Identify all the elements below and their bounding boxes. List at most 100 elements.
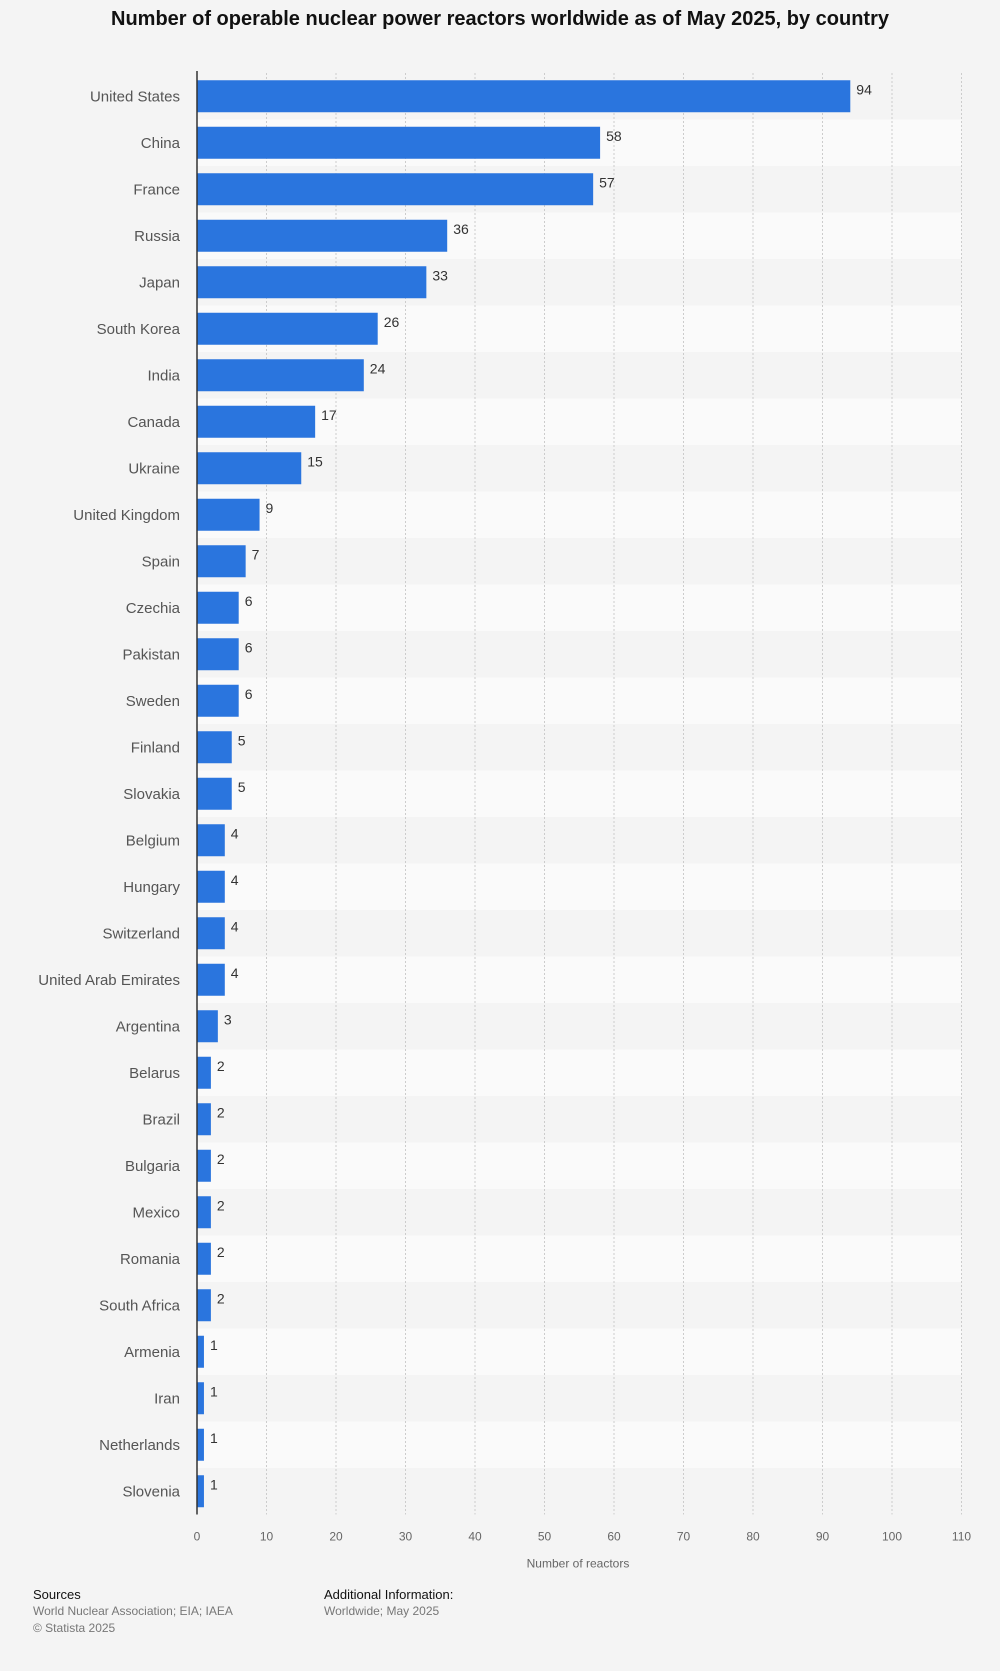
row-stripe — [197, 1142, 962, 1189]
value-label: 9 — [266, 500, 274, 516]
bar — [197, 1056, 211, 1089]
value-label: 1 — [210, 1337, 218, 1353]
row-stripe — [197, 1235, 962, 1282]
category-label: Netherlands — [99, 1437, 180, 1454]
value-label: 1 — [210, 1383, 218, 1399]
row-stripe — [197, 1189, 962, 1236]
row-stripe — [197, 631, 962, 678]
value-label: 6 — [245, 639, 253, 655]
x-tick-label: 0 — [194, 1530, 201, 1544]
value-label: 33 — [432, 267, 448, 283]
row-stripe — [197, 1096, 962, 1143]
value-label: 26 — [384, 314, 400, 330]
value-label: 5 — [238, 779, 246, 795]
row-stripe — [197, 910, 962, 957]
bar — [197, 219, 448, 252]
value-label: 6 — [245, 593, 253, 609]
row-stripe — [197, 1375, 962, 1422]
row-stripe — [197, 1421, 962, 1468]
row-stripe — [197, 1049, 962, 1096]
row-stripe — [197, 538, 962, 585]
bar — [197, 591, 239, 624]
value-label: 3 — [224, 1011, 232, 1027]
row-stripe — [197, 677, 962, 724]
value-label: 4 — [231, 965, 239, 981]
row-stripe — [197, 398, 962, 445]
bar — [197, 359, 364, 392]
category-label: Russia — [134, 228, 181, 245]
category-label: Ukraine — [128, 460, 180, 477]
category-label: Czechia — [126, 600, 181, 617]
x-tick-label: 20 — [329, 1530, 343, 1544]
sources-heading: Sources — [33, 1587, 81, 1602]
category-label: Belarus — [129, 1065, 180, 1082]
row-stripe — [197, 1468, 962, 1515]
value-label: 2 — [217, 1244, 225, 1260]
bar — [197, 824, 225, 857]
bars — [197, 80, 851, 1508]
chart-title: Number of operable nuclear power reactor… — [111, 8, 889, 30]
category-label: Bulgaria — [125, 1158, 181, 1175]
additional-info-text: Worldwide; May 2025 — [324, 1604, 440, 1618]
bar — [197, 1428, 204, 1461]
category-label: United Kingdom — [73, 507, 180, 524]
bar — [197, 452, 302, 485]
x-tick-label: 40 — [468, 1530, 482, 1544]
bar — [197, 266, 427, 299]
value-label: 4 — [231, 825, 239, 841]
category-label: Switzerland — [102, 925, 180, 942]
x-tick-label: 10 — [260, 1530, 274, 1544]
row-stripe — [197, 956, 962, 1003]
value-label: 4 — [231, 918, 239, 934]
sources-block: Sources World Nuclear Association; EIA; … — [33, 1586, 233, 1637]
value-label: 1 — [210, 1430, 218, 1446]
bar — [197, 638, 239, 671]
category-label: Hungary — [123, 879, 180, 896]
category-label: Slovakia — [123, 786, 180, 803]
bar-chart: 9458573633262417159766655444432222221111… — [38, 71, 972, 1571]
bar — [197, 731, 232, 764]
category-label: France — [133, 181, 180, 198]
category-label: Argentina — [116, 1018, 181, 1035]
bar — [197, 684, 239, 717]
x-tick-label: 80 — [746, 1530, 760, 1544]
bar — [197, 405, 316, 438]
value-label: 2 — [217, 1197, 225, 1213]
value-label: 2 — [217, 1290, 225, 1306]
value-label: 1 — [210, 1476, 218, 1492]
row-stripe — [197, 863, 962, 910]
row-stripe — [197, 1003, 962, 1050]
value-label: 2 — [217, 1058, 225, 1074]
category-label: India — [147, 367, 180, 384]
category-label: Pakistan — [122, 646, 180, 663]
bar — [197, 917, 225, 950]
value-label: 5 — [238, 732, 246, 748]
category-label: South Korea — [97, 321, 181, 338]
bar — [197, 1335, 204, 1368]
additional-info-block: Additional Information: Worldwide; May 2… — [324, 1586, 453, 1620]
value-label: 17 — [321, 407, 337, 423]
value-label: 36 — [453, 221, 469, 237]
category-label: Brazil — [142, 1111, 180, 1128]
row-stripe — [197, 817, 962, 864]
x-tick-labels: 0 10 20 30 40 50 60 70 80 90 100 110 — [194, 1530, 972, 1544]
category-label: Armenia — [124, 1344, 181, 1361]
x-tick-label: 30 — [399, 1530, 413, 1544]
row-stripe — [197, 584, 962, 631]
x-tick-label: 100 — [882, 1530, 902, 1544]
category-label: Belgium — [126, 832, 180, 849]
category-label: Sweden — [126, 693, 180, 710]
value-label: 2 — [217, 1104, 225, 1120]
value-label: 7 — [252, 546, 260, 562]
row-stripe — [197, 445, 962, 492]
row-stripe — [197, 491, 962, 538]
sources-text: World Nuclear Association; EIA; IAEA — [33, 1604, 233, 1618]
value-labels: 94 58 57 36 33 26 24 17 15 9 7 6 6 6 5 5 4 4 4 4 3 2 2 2 2 2 2 1 1 1 1 — [210, 81, 872, 1492]
category-label: Japan — [139, 274, 180, 291]
row-stripe — [197, 724, 962, 771]
value-label: 4 — [231, 872, 239, 888]
value-label: 2 — [217, 1151, 225, 1167]
value-label: 94 — [856, 81, 872, 97]
value-label: 57 — [599, 174, 615, 190]
category-label: United States — [90, 88, 180, 105]
